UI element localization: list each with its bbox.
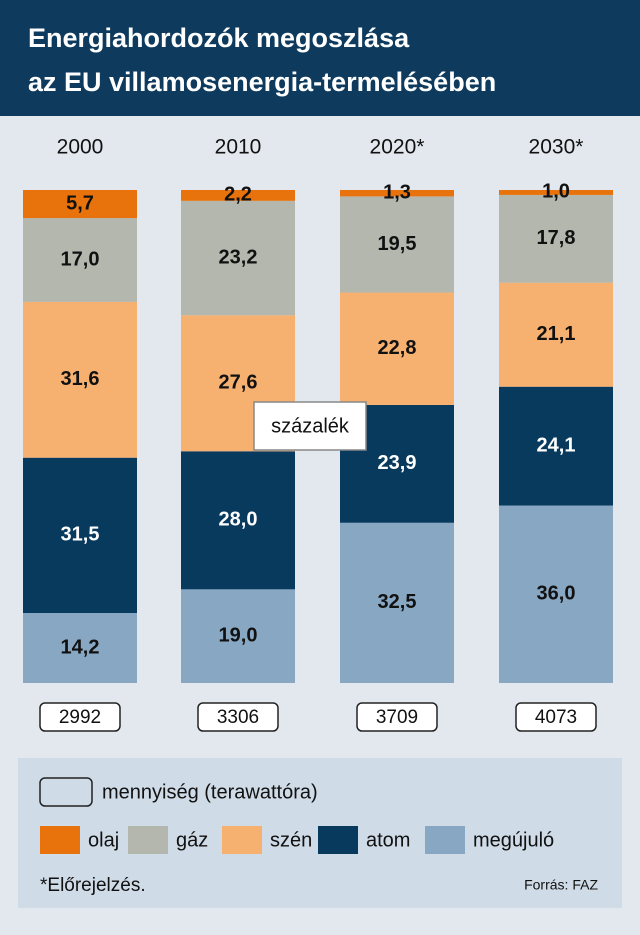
value-label: 2,2	[224, 184, 252, 206]
total-box	[356, 702, 438, 732]
legend-label: olaj	[88, 829, 119, 851]
total-box	[515, 702, 597, 732]
bar-segment	[23, 612, 137, 683]
value-label: 23,9	[378, 452, 417, 474]
value-label: 31,6	[61, 368, 100, 390]
value-label: 5,7	[66, 192, 94, 214]
bar-segment	[181, 190, 295, 201]
value-label: 36,0	[537, 583, 576, 605]
bar-segment	[499, 282, 613, 387]
value-label: 28,0	[219, 509, 258, 531]
value-label: 19,5	[378, 233, 417, 255]
bar-segment	[340, 292, 454, 405]
bar-segment	[499, 505, 613, 683]
legend-label: megújuló	[473, 829, 554, 851]
value-label: 23,2	[219, 246, 258, 268]
legend-swatch	[128, 826, 168, 854]
bar-segment	[340, 190, 454, 197]
chart-title: az EU villamosenergia-termelésében	[28, 67, 496, 97]
value-label: 1,3	[383, 181, 411, 203]
total-label: 3306	[217, 707, 259, 728]
value-label: 24,1	[537, 434, 576, 456]
legend-label: gáz	[176, 829, 208, 851]
bar-segment	[23, 457, 137, 613]
unit-label: százalék	[271, 415, 350, 437]
bar-segment	[499, 194, 613, 283]
legend-swatch	[318, 826, 358, 854]
value-label: 32,5	[378, 591, 417, 613]
legend-label: szén	[270, 829, 312, 851]
legend-label: atom	[366, 829, 410, 851]
legend-swatch	[40, 826, 80, 854]
bar-segment	[340, 522, 454, 683]
legend-total-swatch	[39, 777, 93, 807]
bar-segment	[181, 200, 295, 316]
value-label: 27,6	[219, 372, 258, 394]
value-label: 21,1	[537, 323, 576, 345]
footnote: *Előrejelzés.	[40, 875, 146, 896]
x-tick-label: 2020*	[370, 136, 425, 159]
total-label: 3709	[376, 707, 418, 728]
bar-segment	[23, 218, 137, 302]
legend-swatch	[222, 826, 262, 854]
source: Forrás: FAZ	[524, 877, 598, 893]
header	[0, 0, 640, 116]
bar-segment	[23, 190, 137, 219]
unit-box	[253, 401, 367, 451]
value-label: 17,8	[537, 227, 576, 249]
x-tick-label: 2010	[215, 136, 262, 159]
value-label: 22,8	[378, 337, 417, 359]
bar-segment	[340, 196, 454, 293]
legend-swatch	[425, 826, 465, 854]
total-label: 2992	[59, 707, 101, 728]
legend-label: mennyiség (terawattóra)	[102, 781, 318, 803]
total-box	[197, 702, 279, 732]
chart-title: Energiahordozók megoszlása	[28, 23, 410, 53]
value-label: 17,0	[61, 248, 100, 270]
x-tick-label: 2030*	[529, 136, 584, 159]
bar-segment	[499, 386, 613, 506]
bar-segment	[499, 190, 613, 195]
value-label: 19,0	[219, 624, 258, 646]
value-label: 1,0	[542, 181, 570, 203]
bar-segment	[23, 301, 137, 458]
value-label: 14,2	[61, 636, 100, 658]
total-box	[39, 702, 121, 732]
bar-segment	[181, 589, 295, 683]
x-tick-label: 2000	[57, 136, 104, 159]
bar-segment	[181, 451, 295, 590]
total-label: 4073	[535, 707, 577, 728]
value-label: 31,5	[61, 524, 100, 546]
